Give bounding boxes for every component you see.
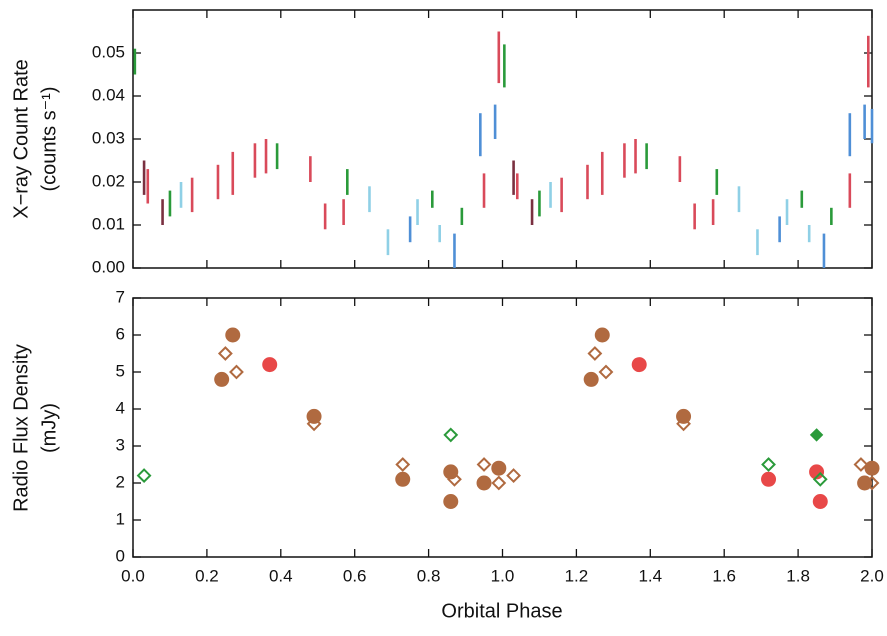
data-point xyxy=(262,357,278,373)
y-tick-label: 4 xyxy=(116,398,125,417)
data-point xyxy=(136,468,152,484)
data-point xyxy=(864,475,880,491)
y-tick-label: 0.04 xyxy=(92,85,125,104)
y-tick-label: 3 xyxy=(116,435,125,454)
y-axis-label: Radio Flux Density xyxy=(10,344,32,512)
x-tick-label: 1.2 xyxy=(565,566,589,585)
data-point xyxy=(443,464,459,480)
data-point xyxy=(443,494,459,509)
data-point xyxy=(812,494,828,509)
y-tick-label: 0.03 xyxy=(92,128,125,147)
data-point xyxy=(864,460,880,476)
x-tick-label: 0.2 xyxy=(195,566,219,585)
data-point xyxy=(395,471,411,487)
x-tick-label: 1.6 xyxy=(712,566,736,585)
data-point xyxy=(853,457,869,472)
x-tick-label: 0.0 xyxy=(121,566,145,585)
data-point xyxy=(214,371,230,387)
data-point xyxy=(598,364,614,380)
x-tick-label: 0.6 xyxy=(343,566,367,585)
data-point xyxy=(809,428,824,442)
data-point xyxy=(447,471,462,487)
data-point xyxy=(306,416,322,432)
data-point xyxy=(476,475,492,491)
x-tick-label: 1.8 xyxy=(786,566,810,585)
data-point xyxy=(229,364,244,380)
data-point xyxy=(761,457,776,472)
x-tick-label: 1.0 xyxy=(491,566,515,585)
y-tick-label: 7 xyxy=(116,287,125,306)
x-tick-label: 0.4 xyxy=(269,566,293,585)
data-point xyxy=(225,327,241,343)
data-point xyxy=(594,327,610,343)
y-tick-label: 0.05 xyxy=(92,42,125,61)
x-tick-label: 2.0 xyxy=(860,566,884,585)
plot-frame xyxy=(132,9,873,269)
data-point xyxy=(583,371,599,387)
y-axis-label: (mJy) xyxy=(38,403,60,453)
data-point xyxy=(217,346,233,361)
plot-frame xyxy=(132,297,873,558)
y-axis-label: X−ray Count Rate xyxy=(10,59,32,219)
data-point xyxy=(761,471,777,487)
data-point xyxy=(809,464,825,480)
y-tick-label: 0.00 xyxy=(92,257,125,276)
x-tick-label: 0.8 xyxy=(417,566,441,585)
data-point xyxy=(395,457,411,472)
data-point xyxy=(587,346,603,361)
data-point xyxy=(476,457,492,472)
y-tick-label: 1 xyxy=(116,509,125,528)
data-point xyxy=(506,468,521,484)
data-point xyxy=(631,357,647,373)
y-tick-label: 2 xyxy=(116,472,125,491)
data-point xyxy=(491,475,507,491)
y-tick-label: 6 xyxy=(116,324,125,343)
data-point xyxy=(491,460,507,476)
data-point xyxy=(443,427,459,443)
x-tick-label: 1.4 xyxy=(638,566,662,585)
data-point xyxy=(812,471,828,487)
y-axis-label: (counts s⁻¹) xyxy=(38,86,60,191)
x-axis-label: Orbital Phase xyxy=(441,600,562,622)
data-point xyxy=(676,416,691,432)
y-tick-label: 0.02 xyxy=(92,171,125,190)
y-tick-label: 0.01 xyxy=(92,214,125,233)
y-tick-label: 0 xyxy=(116,546,125,565)
y-tick-label: 5 xyxy=(116,361,125,380)
